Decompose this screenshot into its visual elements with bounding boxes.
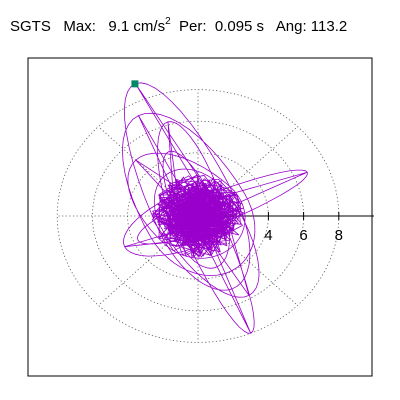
radial-tick-label: 4 — [264, 227, 272, 244]
period-label: Per: — [178, 18, 207, 35]
grid-spoke — [208, 126, 298, 207]
period-value: 0.095 s — [214, 18, 265, 35]
chart-header: SGTS Max: 9.1 cm/s2 Per: 0.095 s Ang: 11… — [10, 16, 348, 35]
angle-label: Ang: — [275, 18, 307, 35]
peak-marker-layer — [131, 80, 139, 88]
max-value: 9.1 cm/s — [108, 18, 166, 35]
max-unit-exponent: 2 — [165, 16, 171, 27]
radial-tick-label: 6 — [299, 227, 307, 244]
station-name: SGTS — [10, 18, 51, 35]
max-label: Max: — [63, 18, 96, 35]
plot-frame — [27, 57, 373, 377]
trace-path — [122, 82, 308, 334]
radial-tick-label: 8 — [335, 227, 343, 244]
angle-value: 113.2 — [310, 18, 348, 35]
motion-trace — [122, 82, 308, 334]
peak-marker — [131, 80, 139, 88]
